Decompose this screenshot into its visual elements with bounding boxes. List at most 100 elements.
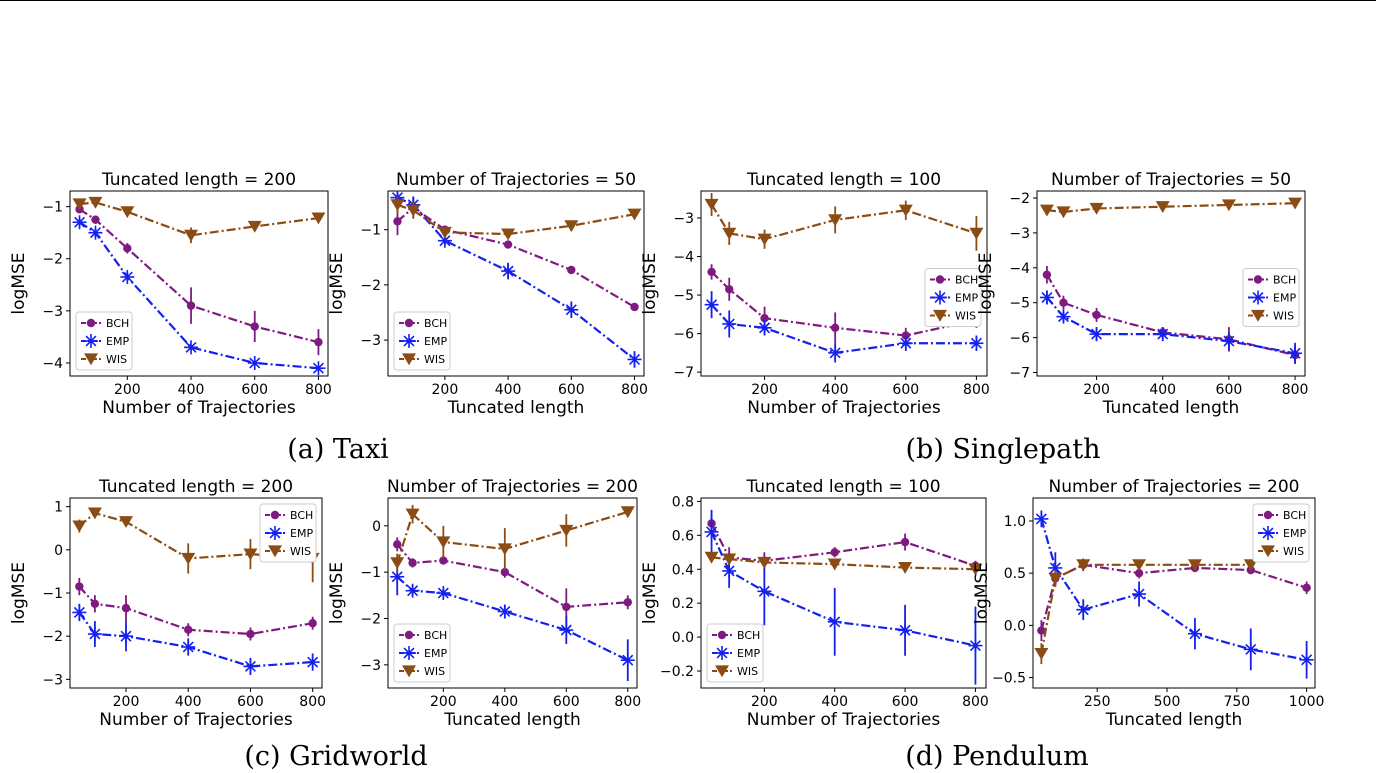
legend-marker (1251, 290, 1265, 305)
data-point (1221, 199, 1236, 212)
series-line (78, 208, 319, 344)
legend-marker (86, 318, 96, 328)
y-tick-label: 0 (54, 543, 63, 559)
legend-marker (1263, 510, 1273, 520)
legend-item-bch: BCH (399, 629, 447, 642)
chart-panel-3: Tuncated length = 100 Number of Trajector… (640, 170, 990, 418)
legend-marker (402, 646, 416, 660)
series-bch (1037, 558, 1311, 642)
data-point (243, 659, 258, 674)
data-point (760, 313, 769, 323)
y-tick-label: −3 (42, 672, 63, 688)
data-point (87, 507, 102, 520)
data-point (704, 198, 719, 211)
series-line (78, 611, 313, 668)
legend-marker (1251, 309, 1265, 322)
legend-label: BCH (106, 317, 129, 330)
legend-marker (1261, 526, 1275, 540)
legend-marker (717, 630, 727, 640)
data-point (1042, 270, 1052, 279)
data-point (704, 551, 719, 564)
y-axis-label: logMSE (327, 562, 347, 624)
data-point (827, 614, 842, 629)
data-point (88, 196, 103, 209)
data-point (497, 543, 512, 556)
legend-label: EMP (424, 335, 447, 348)
legend-marker (715, 646, 729, 660)
data-point (72, 605, 87, 620)
legend: BCH EMP WIS (393, 623, 451, 683)
x-tick-label: 800 (614, 694, 641, 710)
chart-title: Tuncated length = 100 (745, 477, 940, 497)
data-point (1155, 327, 1170, 342)
y-tick-label: −3 (360, 333, 381, 349)
data-point (969, 227, 984, 240)
data-point (623, 598, 632, 607)
data-point (500, 567, 510, 577)
data-point (437, 233, 452, 248)
legend-item-bch: BCH (81, 317, 129, 330)
y-tick-label: −5 (1009, 296, 1030, 312)
legend-item-emp: EMP (399, 646, 447, 660)
y-tick-label: −6 (673, 327, 694, 343)
legend-item-wis: WIS (712, 665, 758, 678)
series-emp (1039, 290, 1303, 364)
data-point (1187, 559, 1202, 572)
x-axis-label: Number of Trajectories (102, 398, 296, 418)
legend-marker (84, 353, 98, 366)
y-tick-label: −1 (360, 565, 381, 581)
x-tick-label: 400 (495, 382, 522, 398)
data-point (630, 302, 639, 312)
data-point (87, 627, 102, 642)
data-point (722, 563, 737, 578)
chart-title: Tuncated length = 200 (98, 477, 293, 497)
legend: BCH EMP WIS (1242, 268, 1300, 327)
data-point (1092, 310, 1101, 320)
data-point (898, 623, 913, 638)
page-top-rule (0, 0, 1376, 1)
data-point (393, 217, 402, 226)
x-tick-label: 800 (305, 382, 332, 398)
legend-label: EMP (1283, 527, 1306, 540)
series-bch (393, 537, 632, 626)
data-point (437, 226, 452, 239)
legend-item-wis: WIS (399, 353, 445, 366)
caption-pendulum: (d) Pendulum (905, 741, 1089, 772)
data-point (436, 586, 451, 600)
y-tick-label: 1.0 (1004, 514, 1026, 530)
legend-label: BCH (290, 509, 313, 522)
x-tick-label: 200 (751, 694, 778, 710)
data-point (1076, 559, 1091, 572)
plot-frame (69, 190, 329, 377)
data-point (562, 602, 571, 612)
x-tick-label: 1000 (1289, 694, 1325, 710)
caption-taxi: (a) Taxi (287, 434, 389, 465)
data-point (408, 558, 417, 568)
x-tick-label: 800 (621, 382, 648, 398)
series-emp (72, 603, 320, 676)
x-axis-label: Tuncated length (443, 710, 581, 730)
legend-item-bch: BCH (1248, 274, 1296, 287)
data-point (1034, 647, 1049, 660)
data-point (559, 623, 574, 638)
x-tick-label: 250 (1084, 694, 1111, 710)
y-axis-label: logMSE (9, 562, 29, 624)
legend-label: EMP (737, 647, 760, 660)
series-line (397, 203, 635, 236)
data-point (72, 520, 87, 533)
data-point (119, 629, 133, 644)
legend-item-bch: BCH (265, 509, 313, 522)
legend-label: WIS (1283, 545, 1304, 558)
legend: BCH EMP WIS (706, 623, 764, 683)
data-point (1299, 652, 1314, 667)
data-point (1132, 559, 1147, 572)
x-tick-label: 750 (1223, 694, 1250, 710)
series-line (1046, 202, 1296, 214)
data-point (627, 208, 642, 221)
x-tick-label: 400 (821, 694, 848, 710)
chart-panel-8: Number of Trajectories = 200 Tuncated len… (972, 477, 1324, 730)
data-point (311, 361, 326, 376)
legend-item-wis: WIS (81, 353, 127, 366)
chart-panel-5: Tuncated length = 200 Number of Trajector… (9, 477, 326, 730)
y-tick-label: 0.8 (672, 494, 694, 510)
